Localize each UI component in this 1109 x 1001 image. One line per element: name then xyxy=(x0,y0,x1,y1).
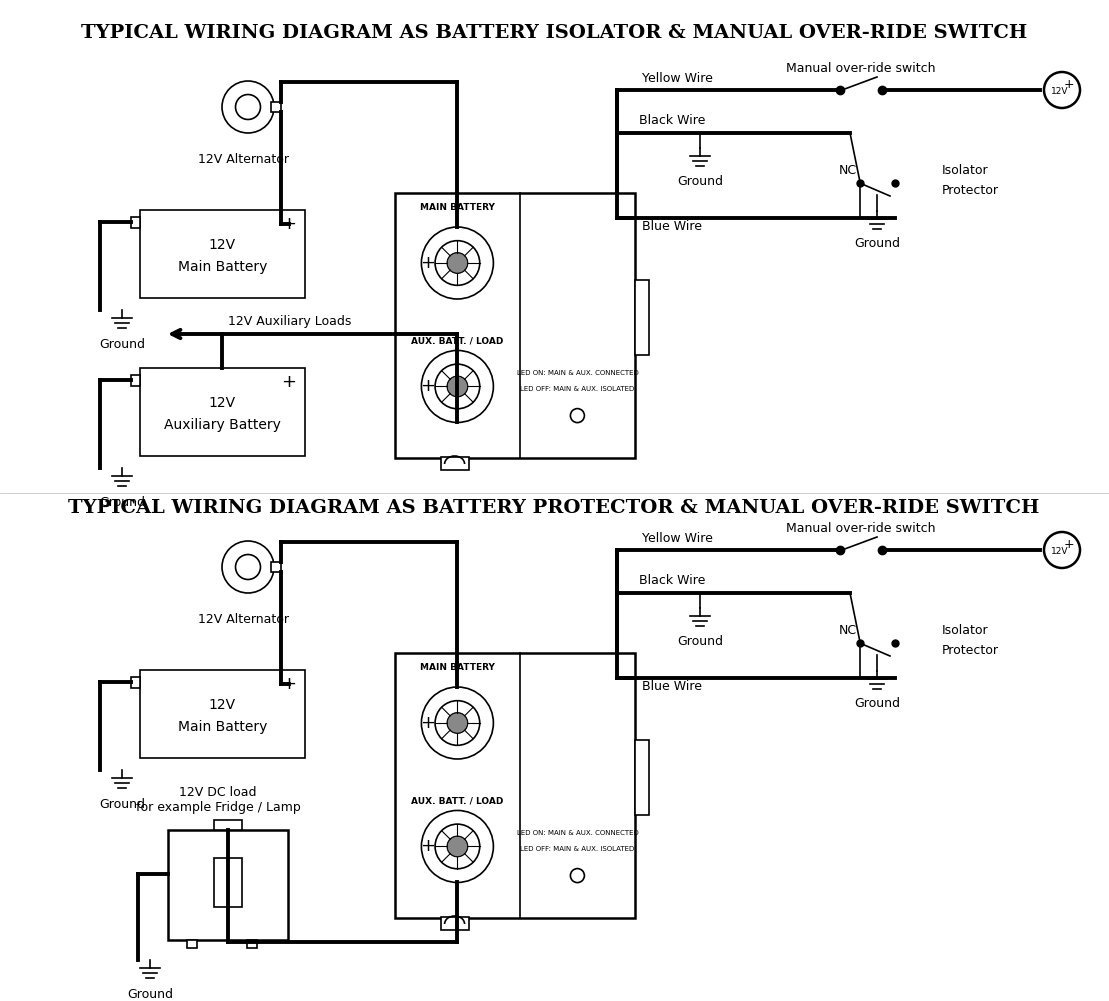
Text: 12V Alternator: 12V Alternator xyxy=(197,153,288,166)
Bar xyxy=(131,677,140,688)
Text: 12V Alternator: 12V Alternator xyxy=(197,613,288,626)
Circle shape xyxy=(435,240,480,285)
Text: +: + xyxy=(282,215,296,233)
Text: Isolator: Isolator xyxy=(942,625,988,638)
Text: Ground: Ground xyxy=(676,635,723,648)
Circle shape xyxy=(447,376,468,396)
Circle shape xyxy=(447,837,468,857)
Circle shape xyxy=(421,350,494,422)
Text: MAIN BATTERY: MAIN BATTERY xyxy=(420,664,495,673)
Text: Ground: Ground xyxy=(128,988,173,1001)
Circle shape xyxy=(235,555,261,580)
Text: 12V: 12V xyxy=(208,396,236,410)
Text: +: + xyxy=(420,838,435,856)
Text: Manual over-ride switch: Manual over-ride switch xyxy=(786,61,936,74)
Text: LED ON: MAIN & AUX. CONNECTED: LED ON: MAIN & AUX. CONNECTED xyxy=(517,370,639,376)
Text: Ground: Ground xyxy=(854,697,901,710)
Text: Yellow Wire: Yellow Wire xyxy=(642,532,712,545)
Bar xyxy=(395,653,635,918)
Text: LED OFF: MAIN & AUX. ISOLATED: LED OFF: MAIN & AUX. ISOLATED xyxy=(520,386,634,392)
Text: Black Wire: Black Wire xyxy=(639,575,705,588)
Text: Ground: Ground xyxy=(99,798,145,811)
Text: TYPICAL WIRING DIAGRAM AS BATTERY PROTECTOR & MANUAL OVER-RIDE SWITCH: TYPICAL WIRING DIAGRAM AS BATTERY PROTEC… xyxy=(69,499,1040,517)
Bar xyxy=(635,280,649,354)
Bar xyxy=(131,375,140,386)
Bar xyxy=(247,940,257,948)
Bar xyxy=(214,858,243,907)
Bar xyxy=(140,368,305,456)
Circle shape xyxy=(421,811,494,883)
Text: 12V DC load: 12V DC load xyxy=(180,786,257,799)
Text: LED OFF: MAIN & AUX. ISOLATED: LED OFF: MAIN & AUX. ISOLATED xyxy=(520,846,634,852)
Text: for example Fridge / Lamp: for example Fridge / Lamp xyxy=(135,802,301,815)
Circle shape xyxy=(1044,532,1080,568)
Text: AUX. BATT. / LOAD: AUX. BATT. / LOAD xyxy=(411,337,503,346)
Text: Black Wire: Black Wire xyxy=(639,114,705,127)
Text: +: + xyxy=(282,373,296,391)
Circle shape xyxy=(235,94,261,119)
Text: +: + xyxy=(420,714,435,732)
Text: Yellow Wire: Yellow Wire xyxy=(642,71,712,84)
Text: LED ON: MAIN & AUX. CONNECTED: LED ON: MAIN & AUX. CONNECTED xyxy=(517,830,639,836)
Text: Ground: Ground xyxy=(99,338,145,351)
Text: Blue Wire: Blue Wire xyxy=(642,220,702,233)
Text: Protector: Protector xyxy=(942,645,999,658)
Circle shape xyxy=(447,253,468,273)
Text: Blue Wire: Blue Wire xyxy=(642,681,702,694)
Circle shape xyxy=(435,701,480,746)
Text: Auxiliary Battery: Auxiliary Battery xyxy=(164,418,281,432)
Text: Manual over-ride switch: Manual over-ride switch xyxy=(786,522,936,535)
Bar xyxy=(440,457,469,470)
Text: Main Battery: Main Battery xyxy=(177,260,267,274)
Circle shape xyxy=(447,837,468,857)
Circle shape xyxy=(570,408,584,422)
Circle shape xyxy=(421,227,494,299)
Bar xyxy=(140,210,305,298)
Bar xyxy=(187,940,197,948)
Text: Protector: Protector xyxy=(942,184,999,197)
Text: +: + xyxy=(1064,539,1075,552)
Bar xyxy=(635,741,649,815)
Text: 12V: 12V xyxy=(208,699,236,712)
Bar xyxy=(271,562,281,572)
Text: Main Battery: Main Battery xyxy=(177,720,267,734)
Text: Isolator: Isolator xyxy=(942,164,988,177)
Circle shape xyxy=(447,253,468,273)
Circle shape xyxy=(447,713,468,733)
Circle shape xyxy=(435,364,480,408)
Bar xyxy=(271,102,281,112)
Bar xyxy=(140,670,305,758)
Text: NC: NC xyxy=(838,164,857,177)
Text: AUX. BATT. / LOAD: AUX. BATT. / LOAD xyxy=(411,797,503,806)
Text: 12V: 12V xyxy=(1051,86,1069,95)
Bar xyxy=(214,820,243,830)
Bar xyxy=(395,193,635,458)
Text: Ground: Ground xyxy=(854,237,901,250)
Text: NC: NC xyxy=(838,625,857,638)
Text: MAIN BATTERY: MAIN BATTERY xyxy=(420,203,495,212)
Circle shape xyxy=(421,687,494,759)
Circle shape xyxy=(435,824,480,869)
Text: +: + xyxy=(420,377,435,395)
Text: Ground: Ground xyxy=(676,175,723,188)
Text: 12V: 12V xyxy=(208,238,236,252)
Text: TYPICAL WIRING DIAGRAM AS BATTERY ISOLATOR & MANUAL OVER-RIDE SWITCH: TYPICAL WIRING DIAGRAM AS BATTERY ISOLAT… xyxy=(81,24,1027,42)
Bar xyxy=(131,217,140,228)
Circle shape xyxy=(570,869,584,883)
Circle shape xyxy=(222,81,274,133)
Text: +: + xyxy=(1064,78,1075,91)
Text: +: + xyxy=(420,254,435,272)
Text: 12V Auxiliary Loads: 12V Auxiliary Loads xyxy=(228,314,352,327)
Circle shape xyxy=(222,541,274,593)
Circle shape xyxy=(447,713,468,733)
Text: 12V: 12V xyxy=(1051,547,1069,556)
Text: +: + xyxy=(282,675,296,693)
Bar xyxy=(440,917,469,930)
Circle shape xyxy=(447,376,468,396)
Circle shape xyxy=(1044,72,1080,108)
Bar xyxy=(167,830,288,940)
Text: Ground: Ground xyxy=(99,496,145,509)
